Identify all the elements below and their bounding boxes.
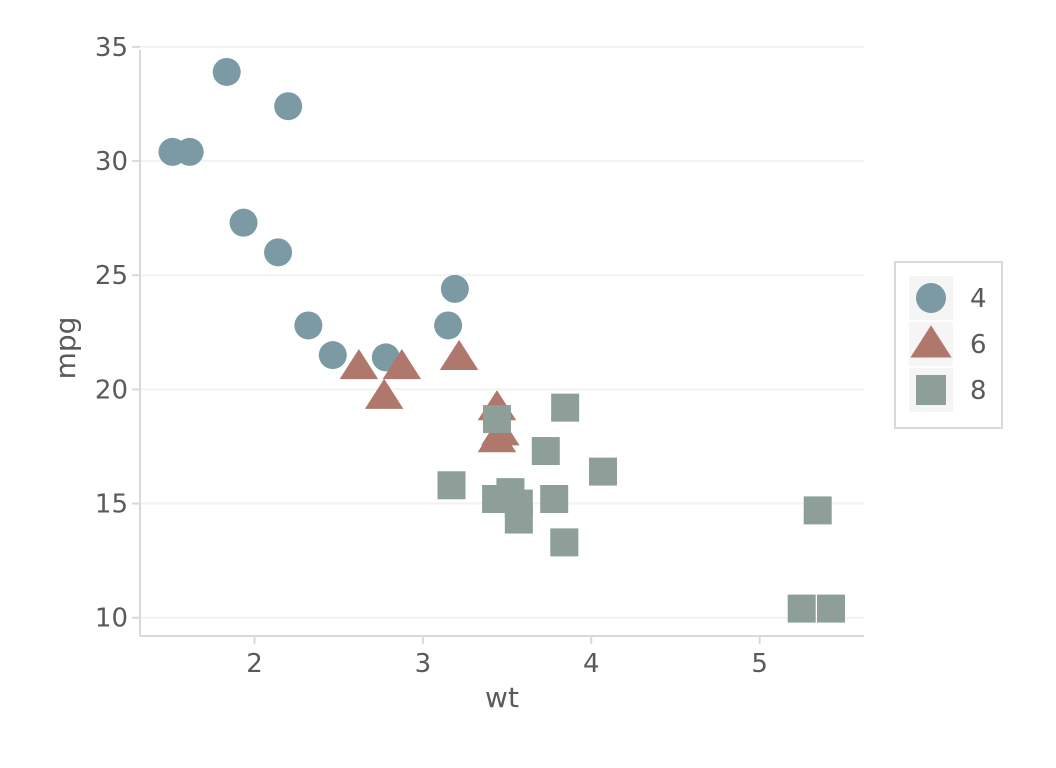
y-axis-title: mpg [49, 317, 82, 380]
data-point-circle [294, 311, 323, 340]
data-point-square [504, 489, 533, 518]
legend-label: 4 [970, 284, 987, 314]
data-point-square [550, 528, 579, 557]
data-point-triangle [382, 349, 422, 380]
data-point-circle [229, 208, 258, 237]
legend-key-circle [916, 283, 946, 313]
data-point-square [551, 393, 580, 422]
data-point-square [531, 437, 560, 466]
data-point-circle [264, 238, 293, 267]
data-point-circle [274, 92, 303, 121]
data-point-circle [440, 274, 469, 303]
data-point-square [787, 594, 816, 623]
data-points [158, 57, 845, 623]
axes [139, 50, 864, 637]
y-tick-label: 20 [95, 375, 128, 405]
legend-label: 8 [970, 376, 987, 406]
data-point-square [482, 405, 511, 434]
data-point-square [540, 484, 569, 513]
data-point-circle [175, 137, 204, 166]
x-tick-label: 4 [583, 649, 600, 679]
data-point-circle [318, 341, 347, 370]
y-tick-label: 25 [95, 261, 128, 291]
data-point-triangle [364, 378, 404, 409]
legend-key-triangle [910, 325, 952, 358]
x-tick-label: 2 [246, 649, 263, 679]
y-tick-label: 15 [95, 490, 128, 520]
data-point-circle [434, 311, 463, 340]
y-tick-label: 30 [95, 147, 128, 177]
x-tick-label: 3 [415, 649, 432, 679]
y-tick-label: 10 [95, 604, 128, 634]
x-axis-title: wt [485, 681, 519, 714]
data-point-square [803, 496, 832, 525]
data-point-square [589, 457, 618, 486]
data-point-triangle [439, 339, 479, 371]
x-tick-label: 5 [751, 649, 768, 679]
legend-key-square [916, 375, 946, 405]
data-point-triangle [339, 349, 379, 380]
x-axis-ticks: 2 3 4 5 [246, 636, 768, 679]
data-point-square [816, 594, 845, 623]
grid-lines [140, 45, 864, 619]
y-tick-label: 35 [95, 33, 128, 63]
legend: 4 6 8 [894, 261, 1003, 429]
y-axis-ticks: 10 15 20 25 30 35 [95, 33, 140, 634]
legend-label: 6 [970, 330, 987, 360]
data-point-square [437, 471, 466, 500]
data-point-circle [212, 57, 241, 86]
